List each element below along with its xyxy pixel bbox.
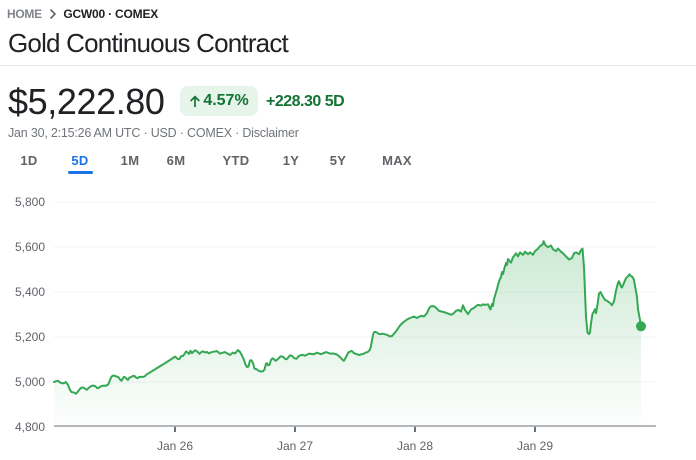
svg-text:Jan 28: Jan 28 bbox=[397, 439, 433, 453]
svg-text:Jan 26: Jan 26 bbox=[157, 439, 193, 453]
svg-text:Jan 27: Jan 27 bbox=[277, 439, 313, 453]
svg-text:5,600: 5,600 bbox=[15, 240, 45, 254]
svg-text:5,800: 5,800 bbox=[15, 195, 45, 209]
svg-text:5,400: 5,400 bbox=[15, 285, 45, 299]
svg-text:Jan 29: Jan 29 bbox=[517, 439, 553, 453]
svg-text:4,800: 4,800 bbox=[15, 420, 45, 434]
svg-text:5,200: 5,200 bbox=[15, 330, 45, 344]
svg-text:5,000: 5,000 bbox=[15, 375, 45, 389]
